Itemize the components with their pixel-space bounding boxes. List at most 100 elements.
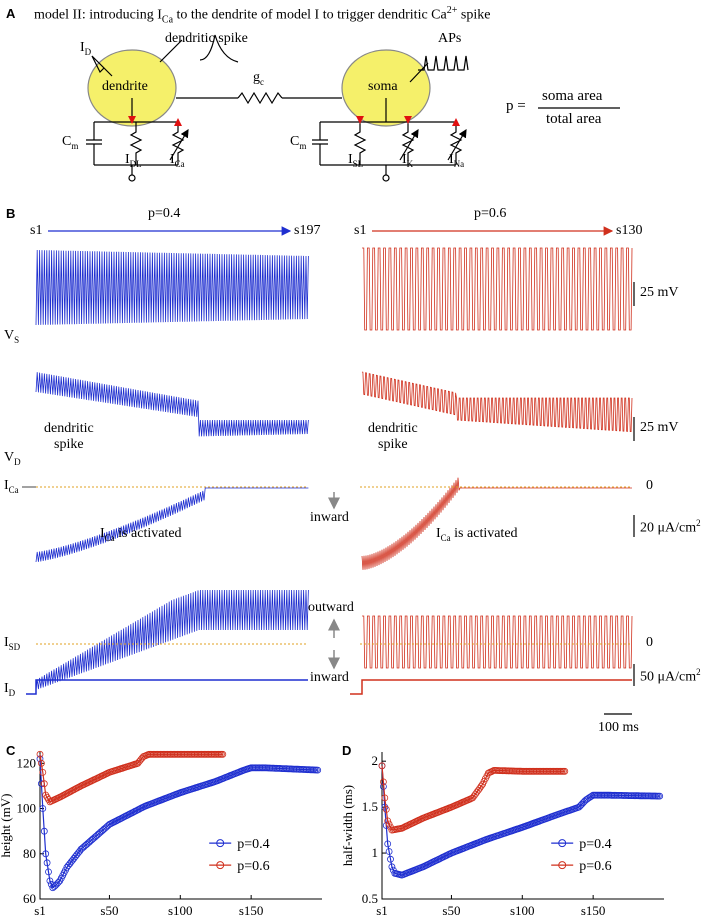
title-end: spike <box>457 7 491 23</box>
vs-label: VS <box>4 328 19 345</box>
panel-b-label: B <box>6 206 16 221</box>
vs-trace-p06 <box>362 247 633 331</box>
dendritic-spike-trace <box>199 34 239 63</box>
data-point <box>38 759 45 767</box>
panel-a-title: model II: introducing ICa to the dendrit… <box>34 5 490 25</box>
cm2: C <box>290 134 300 149</box>
cm-dendrite-label: Cm <box>62 134 78 151</box>
id-electrode <box>91 55 113 77</box>
legend-label: p=0.4 <box>237 837 269 852</box>
aps-trace <box>418 55 469 71</box>
data-point <box>40 827 48 835</box>
scale-bars <box>604 282 635 715</box>
scale-isd: 50 μA/cm2 <box>640 667 701 686</box>
gc-label: gc <box>253 70 264 87</box>
title-sup: 2+ <box>446 5 458 16</box>
isd-trace-p06 <box>362 615 633 669</box>
isd: I <box>4 635 9 650</box>
current-arrows <box>128 116 460 126</box>
ica-activated-left: ICa is activated <box>100 526 182 543</box>
x-tick-label: s50 <box>100 903 118 918</box>
data-point <box>39 805 47 812</box>
ica-sub: Ca <box>174 158 185 169</box>
sup2a: 2 <box>696 518 701 528</box>
vd-sub: D <box>14 456 21 467</box>
data-point <box>39 769 47 776</box>
x-tick-label: s50 <box>442 903 460 918</box>
data-point <box>381 794 389 802</box>
data-point <box>384 817 392 825</box>
legend-marker <box>216 839 225 848</box>
data-point <box>378 762 386 770</box>
ia-left-i: I <box>100 526 105 541</box>
ica-circuit-label: ICa <box>170 152 185 169</box>
ina-sub: Na <box>453 158 465 169</box>
ik-sub: K <box>406 158 414 169</box>
circuit-diagram <box>86 34 620 182</box>
data-point <box>43 859 51 867</box>
y-axis-label: half-width (ms) <box>340 785 355 866</box>
ica-row-sub: Ca <box>8 484 19 495</box>
y-tick-label: 0.5 <box>362 891 378 906</box>
isd-row-label: ISD <box>4 635 20 652</box>
x-tick-label: s100 <box>168 903 193 918</box>
legend-label: p=0.4 <box>579 837 611 852</box>
vd-trace-p04 <box>35 372 309 437</box>
id-row-label: ID <box>4 681 15 698</box>
ia-right-sub: Ca <box>440 532 451 543</box>
title-sub: Ca <box>161 14 174 26</box>
isd-sub: SD <box>8 641 21 652</box>
dendrite-label: dendrite <box>102 79 148 94</box>
isl: I <box>348 152 353 167</box>
data-point <box>388 863 396 871</box>
ina-label: INa <box>449 152 464 169</box>
ica-trace-p04 <box>35 487 309 563</box>
vs: V <box>4 328 15 343</box>
legend-marker <box>558 839 567 848</box>
time-scale-label: 100 ms <box>598 720 639 735</box>
legend-label: p=0.6 <box>237 859 269 874</box>
data-point <box>656 792 664 800</box>
chart-half-width: 0.5 1 1.5 2 s1 s50 s100 s150 half-width (ms) p=0.… <box>340 752 664 918</box>
panel-c-label: C <box>6 743 16 758</box>
p-numerator: soma area <box>542 88 603 104</box>
left-end-label: s197 <box>294 223 321 238</box>
y-tick-label: 120 <box>17 755 37 770</box>
cm2-sub: m <box>299 140 307 151</box>
panel-d-label: D <box>342 743 352 758</box>
legend-marker <box>558 861 567 870</box>
id-step-p04 <box>26 679 308 695</box>
ia-right-i: I <box>436 526 441 541</box>
soma-label: soma <box>368 79 398 94</box>
y-tick-label: 2 <box>372 753 379 768</box>
gc-resistor <box>237 91 283 105</box>
isd-trace-p04 <box>35 589 309 691</box>
zero-ica: 0 <box>646 478 653 493</box>
ica-trace-p06 <box>361 477 632 570</box>
ik-label: IK <box>402 152 413 169</box>
series-line-p=0.4 <box>39 758 318 889</box>
id-step-p06 <box>350 679 632 695</box>
zero-isd: 0 <box>646 635 653 650</box>
title-rest: to the dendrite of model I to trigger de… <box>173 7 447 23</box>
scale-vd: 25 mV <box>640 420 679 435</box>
y-tick-label: 1 <box>372 845 379 860</box>
y-tick-label: 1.5 <box>362 799 378 814</box>
scale-vs: 25 mV <box>640 285 679 300</box>
dend-spike-left-1: dendritic <box>44 421 94 436</box>
series-line-p=0.4 <box>381 765 660 876</box>
panel-a-label: A <box>6 6 16 21</box>
vs-sub: S <box>14 334 20 345</box>
ia-left-sub: Ca <box>104 532 115 543</box>
dendrite-compartment <box>87 49 177 127</box>
scale-ica: 20 μA/cm2 <box>640 518 701 537</box>
id-sub: D <box>84 46 92 57</box>
soma-compartment <box>341 49 431 127</box>
data-point <box>382 806 390 813</box>
id: I <box>80 40 85 55</box>
p06-header: p=0.6 <box>474 206 507 221</box>
ica: I <box>170 152 175 167</box>
inward-label-1: inward <box>310 510 349 525</box>
y-axis-label: height (mV) <box>0 794 13 858</box>
right-end-label: s130 <box>616 223 643 238</box>
